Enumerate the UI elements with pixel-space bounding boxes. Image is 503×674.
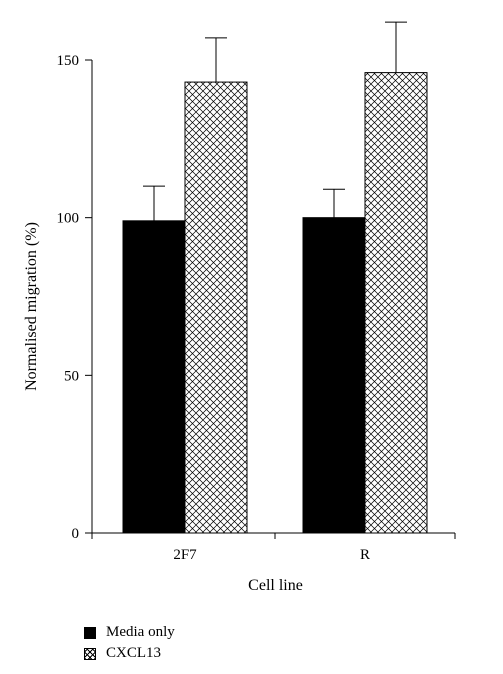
bar xyxy=(302,217,366,534)
y-tick-label: 0 xyxy=(72,526,80,542)
labels: 0 50 100 150 2F7 R Cell line Normalised migrati… xyxy=(23,53,370,594)
legend-swatch-hatch xyxy=(84,647,96,660)
bar xyxy=(364,72,428,534)
y-tick-label: 150 xyxy=(57,53,80,69)
x-tick-label: R xyxy=(360,547,370,563)
bar-chart: 0 50 100 150 2F7 R Cell line Normalised migrati… xyxy=(23,21,456,594)
x-tick-label: 2F7 xyxy=(173,547,197,563)
bar xyxy=(122,220,186,534)
legend-swatch-solid xyxy=(84,626,96,639)
y-tick-label: 100 xyxy=(57,211,80,227)
bars xyxy=(122,21,428,534)
y-axis-label: Normalised migration (%) xyxy=(23,222,40,391)
y-tick-label: 50 xyxy=(64,368,79,384)
legend-label-media-only: Media only xyxy=(106,624,175,640)
legend-item-media-only: Media only xyxy=(84,622,175,643)
legend-item-cxcl13: CXCL13 xyxy=(84,643,175,664)
legend: Media only CXCL13 xyxy=(84,622,175,664)
bar xyxy=(184,81,248,534)
x-axis-label: Cell line xyxy=(248,577,303,594)
legend-label-cxcl13: CXCL13 xyxy=(106,645,162,661)
